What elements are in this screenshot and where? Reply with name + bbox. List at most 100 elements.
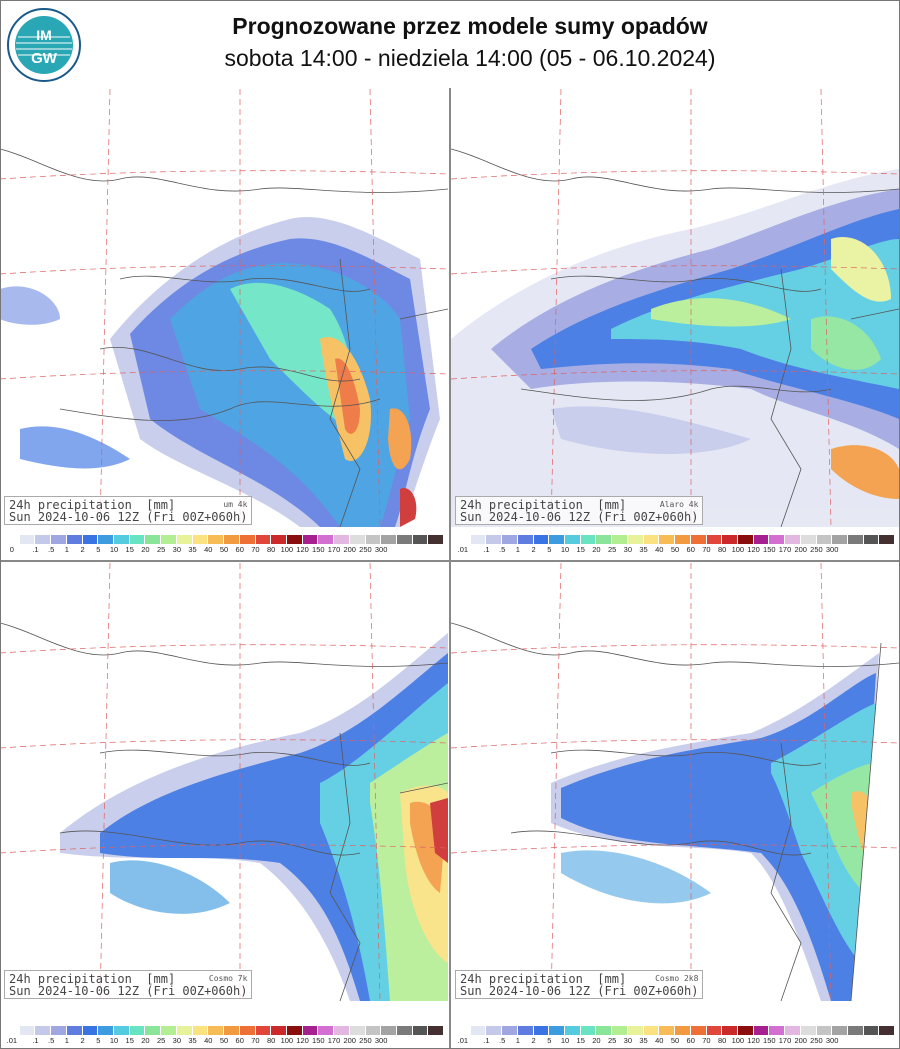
color-scale-cell	[19, 535, 36, 544]
color-scale-cell	[517, 535, 534, 544]
color-scale-label: .5	[48, 545, 55, 554]
color-scale-cell	[659, 1026, 676, 1035]
color-scale-label: 35	[188, 545, 197, 554]
color-scale-cell	[565, 1026, 581, 1035]
color-scale-cell	[517, 1026, 534, 1035]
color-scale-label: 50	[670, 545, 680, 554]
color-scale-cell	[879, 1026, 896, 1035]
color-scale-label: 30	[623, 545, 633, 554]
color-scale-cell	[114, 1026, 130, 1035]
info-line-1: 24h precipitation [mm]	[460, 972, 627, 986]
color-scale-label: .5	[499, 1036, 506, 1045]
color-scale-label: 5	[96, 1036, 101, 1045]
color-scale-cell	[428, 535, 445, 544]
color-scale-labels: .01.1.5 1 2 5 10 15 20 25 30 35 40 50 60 70 80 100 120 15…	[4, 1036, 444, 1046]
color-scale-cell	[302, 535, 319, 544]
color-scale-label: 150	[763, 1036, 776, 1045]
color-scale-cell	[722, 535, 738, 544]
color-scale-label: 0	[9, 545, 14, 554]
color-scale-label: 170	[778, 1036, 792, 1045]
imgw-logo: IM GW	[7, 8, 81, 82]
color-scale-cell	[318, 1026, 335, 1035]
color-scale-cell	[627, 535, 644, 544]
color-scale-cell	[596, 535, 613, 544]
color-scale-label: 1	[64, 545, 69, 554]
color-scale-label: 300	[825, 545, 839, 554]
color-scale-cell	[271, 1026, 287, 1035]
color-scale-label: 100	[731, 545, 745, 554]
color-scale-cell	[455, 535, 471, 544]
color-scale-cell	[255, 1026, 272, 1035]
color-scale-cell	[832, 535, 848, 544]
color-scale-cell	[847, 535, 864, 544]
precipitation-map-cosmo2k8	[451, 563, 899, 1001]
color-scale-label: 250	[810, 1036, 823, 1045]
color-scale-label: 20	[141, 1036, 150, 1045]
color-scale-cosmo2k8: .01.1.5 1 2 5 10 15 20 25 30 35 40 50 60 70 80 100 120 15…	[451, 1024, 899, 1046]
color-scale-alaro: .01.1.5 1 2 5 10 15 20 25 30 35 40 50 60 70 80 100 120 15…	[451, 533, 899, 555]
color-scale-cell	[349, 1026, 366, 1035]
color-scale-cell	[208, 535, 225, 544]
color-scale-cells	[455, 535, 896, 544]
color-scale-label: 150	[312, 1036, 325, 1045]
color-scale-label: 25	[156, 545, 166, 554]
color-scale-label: 2	[80, 545, 85, 554]
color-scale-cell	[753, 535, 770, 544]
color-scale-cell	[82, 535, 99, 544]
color-scale-cell	[816, 535, 833, 544]
color-scale-cell	[286, 1026, 303, 1035]
color-scale-label: 2	[531, 545, 536, 554]
color-scale-label: 80	[266, 545, 276, 554]
color-scale-label: 35	[639, 1036, 648, 1045]
color-scale-cell	[239, 535, 256, 544]
color-scale-label: 20	[592, 545, 601, 554]
color-scale-label: 120	[296, 1036, 309, 1045]
color-scale-cell	[486, 1026, 503, 1035]
color-scale-label: 70	[702, 1036, 711, 1045]
color-scale-cell	[832, 1026, 848, 1035]
color-scale-label: 1	[515, 1036, 520, 1045]
color-scale-label: 1	[64, 1036, 69, 1045]
color-scale-label: 300	[825, 1036, 839, 1045]
model-info-box: 24h precipitation [mm] Sun 2024-10-06 12…	[455, 496, 704, 525]
info-line-2: Sun 2024-10-06 12Z (Fri 00Z+060h)	[460, 984, 699, 998]
color-scale-label: 30	[623, 1036, 633, 1045]
color-scale-cell	[412, 1026, 429, 1035]
color-scale-cell	[549, 1026, 566, 1035]
panel-divider-horizontal	[0, 560, 900, 562]
color-scale-cell	[98, 1026, 115, 1035]
color-scale-cell	[675, 535, 691, 544]
color-scale-label: 10	[560, 545, 570, 554]
header: IM GW Prognozowane przez modele sumy opa…	[0, 0, 900, 88]
color-scale-cell	[722, 1026, 738, 1035]
color-scale-label: .1	[32, 1036, 39, 1045]
page-subtitle: sobota 14:00 - niedziela 14:00 (05 - 06.…	[224, 45, 716, 71]
color-scale-cell	[381, 1026, 397, 1035]
map-panel-alaro: 24h precipitation [mm] Sun 2024-10-06 12…	[451, 89, 899, 527]
color-scale-cell	[565, 535, 581, 544]
color-scale-cell	[863, 535, 880, 544]
color-scale-cell	[533, 535, 550, 544]
color-scale-label: 300	[374, 545, 388, 554]
color-scale-cell	[690, 1026, 707, 1035]
color-scale-cell	[612, 1026, 628, 1035]
svg-text:GW: GW	[31, 50, 58, 67]
color-scale-label: 150	[763, 545, 776, 554]
color-scale-label: 100	[280, 1036, 294, 1045]
color-scale-label: 20	[141, 545, 150, 554]
color-scale-cell	[659, 535, 676, 544]
color-scale-cell	[161, 1026, 177, 1035]
color-scale-cell	[192, 1026, 209, 1035]
color-scale-cell	[4, 535, 20, 544]
color-scale-label: 250	[359, 1036, 372, 1045]
color-scale-cell	[161, 535, 177, 544]
color-scale-label: 80	[717, 545, 727, 554]
color-scale-cell	[879, 535, 896, 544]
color-scale-cell	[737, 1026, 754, 1035]
color-scale-label: 5	[96, 545, 101, 554]
color-scale-label: 170	[327, 1036, 341, 1045]
color-scale-cell	[612, 535, 628, 544]
color-scale-label: 25	[607, 1036, 617, 1045]
map-panel-um: 24h precipitation [mm] Sun 2024-10-06 12…	[0, 89, 448, 527]
color-scale-cell	[800, 1026, 817, 1035]
